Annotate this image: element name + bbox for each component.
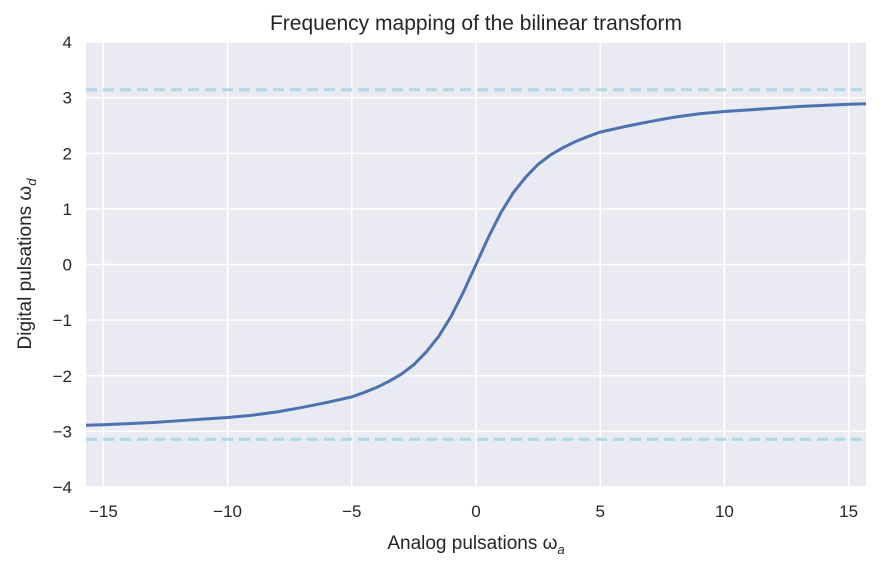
y-tick-label: −2 [53, 367, 72, 386]
y-axis-label: Digital pulsations ωd [15, 178, 39, 350]
x-tick-label: 0 [471, 502, 480, 521]
y-tick-label: −4 [53, 478, 72, 497]
y-tick-label: 1 [63, 200, 72, 219]
y-tick-label: −1 [53, 311, 72, 330]
chart-title: Frequency mapping of the bilinear transf… [270, 12, 682, 35]
y-tick-label: 3 [63, 89, 72, 108]
y-tick-label: −3 [53, 422, 72, 441]
grid [86, 41, 866, 488]
x-tick-label: 10 [715, 502, 734, 521]
y-axis-label-main: Digital pulsations ω [15, 186, 36, 350]
y-tick-label: 4 [63, 33, 72, 52]
x-axis-label-subscript: a [557, 542, 564, 557]
x-tick-label: 5 [595, 502, 604, 521]
mapping-curve [85, 102, 867, 427]
y-tick-label: 0 [63, 256, 72, 275]
x-tick-label: 15 [839, 502, 858, 521]
y-tick-label: 2 [63, 144, 72, 163]
x-tick-label: −5 [342, 502, 361, 521]
x-axis-label-main: Analog pulsations ω [387, 533, 557, 554]
y-axis-ticks: −4 −3 −2 −1 0 1 2 3 4 [53, 33, 72, 497]
x-axis-ticks: −15 −10 −5 0 5 10 15 [89, 502, 858, 521]
x-tick-label: −10 [213, 502, 242, 521]
series-group [85, 88, 867, 441]
y-axis-label-subscript: d [24, 178, 39, 186]
x-axis-label: Analog pulsations ωa [387, 533, 564, 557]
x-tick-label: −15 [89, 502, 118, 521]
